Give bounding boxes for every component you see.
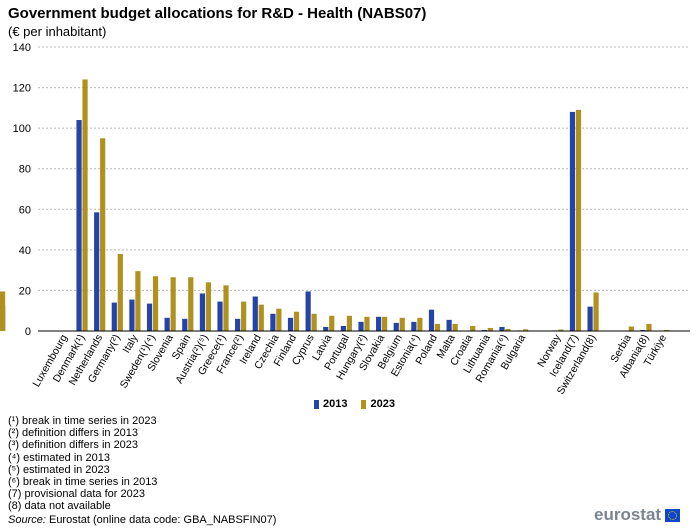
bar-2013 — [358, 321, 364, 331]
bar-2023 — [417, 317, 423, 331]
bar-2023 — [293, 311, 300, 331]
bar-2023 — [258, 304, 264, 331]
footnote: (7) provisional data for 2023 — [8, 488, 145, 501]
legend-item-2023: 2023 — [361, 398, 395, 410]
y-tick-label: 0 — [25, 326, 31, 338]
y-tick-label: 20 — [19, 285, 31, 297]
bar-2013 — [111, 302, 117, 331]
bar-2023 — [0, 291, 6, 331]
chart-title: Government budget allocations for R&D - … — [8, 5, 427, 22]
bar-2023 — [505, 328, 511, 331]
bar-2023 — [152, 276, 159, 331]
y-tick-label: 120 — [13, 83, 31, 95]
bar-2023 — [646, 323, 652, 331]
legend-label-2013: 2013 — [323, 398, 348, 410]
legend-swatch-2013 — [314, 399, 319, 409]
bar-2023 — [135, 271, 141, 331]
bar-2023 — [311, 313, 317, 331]
chart-legend: 2013 2023 — [314, 398, 395, 410]
bar-2013 — [340, 325, 346, 331]
bar-2023 — [188, 277, 194, 331]
y-tick-label: 60 — [19, 204, 31, 216]
bar-2013 — [428, 309, 435, 331]
bar-chart: 020406080100120140EU(²)(³)LuxembourgDenm… — [0, 42, 690, 397]
footnote: (¹) break in time series in 2023 — [8, 415, 157, 427]
source-text: Eurostat (online data code: GBA_NABSFIN0… — [45, 514, 277, 526]
bar-2013 — [323, 326, 329, 331]
bar-2013 — [76, 120, 82, 332]
bar-2023 — [82, 79, 88, 331]
eu-flag-icon — [665, 508, 681, 522]
source-label: Source: — [8, 514, 46, 526]
bar-2013 — [235, 318, 241, 331]
bar-2023 — [205, 282, 212, 331]
bar-2013 — [481, 329, 487, 331]
bar-2023 — [434, 323, 441, 331]
bar-2013 — [411, 321, 417, 331]
bar-2023 — [593, 292, 599, 331]
bar-2013 — [146, 303, 153, 331]
legend-item-2013: 2013 — [314, 398, 347, 410]
legend-swatch-2023 — [361, 399, 367, 409]
bar-2013 — [217, 301, 223, 331]
footnote: (⁵) estimated in 2023 — [8, 463, 110, 476]
bar-2013 — [270, 313, 276, 331]
footnote: (³) definition differs in 2023 — [8, 439, 139, 452]
bar-2013 — [305, 291, 311, 331]
bar-2023 — [223, 285, 229, 331]
bar-2013 — [393, 322, 399, 331]
bar-2013 — [587, 306, 593, 331]
bar-2013 — [164, 317, 170, 331]
y-tick-label: 100 — [13, 123, 31, 135]
bar-2023 — [487, 327, 493, 331]
bar-2023 — [452, 323, 458, 331]
bar-2023 — [117, 253, 123, 331]
legend-label-2023: 2023 — [370, 398, 395, 410]
footnote: (8) data not available — [8, 500, 111, 513]
bar-2013 — [287, 317, 294, 331]
footnote: (⁴) estimated in 2013 — [8, 451, 110, 464]
bar-2023 — [470, 325, 476, 331]
bar-2023 — [100, 138, 106, 331]
bar-2013 — [182, 318, 188, 331]
footnote: (²) definition differs in 2013 — [8, 427, 139, 440]
bar-2023 — [558, 329, 564, 331]
bar-2023 — [346, 315, 352, 331]
bar-2023 — [170, 277, 176, 331]
source-note: Source: Eurostat (online data code: GBA_… — [8, 514, 276, 526]
bar-2013 — [199, 293, 206, 331]
bar-2023 — [364, 316, 370, 331]
footnotes: (¹) break in time series in 2023 (²) def… — [8, 415, 157, 513]
eurostat-logo: eurostat — [594, 505, 681, 525]
bar-2013 — [129, 299, 135, 331]
y-tick-label: 140 — [13, 42, 31, 54]
bar-2023 — [663, 329, 670, 331]
logo-text: eurostat — [594, 505, 662, 524]
y-tick-label: 40 — [19, 245, 31, 257]
bar-2023 — [241, 301, 247, 331]
footnote: (⁶) break in time series in 2013 — [8, 476, 158, 489]
bar-2013 — [499, 326, 505, 331]
bar-2023 — [329, 315, 335, 331]
bar-2013 — [376, 316, 382, 331]
bar-2013 — [252, 296, 258, 331]
bar-2023 — [522, 329, 529, 331]
bar-2013 — [94, 212, 100, 331]
y-tick-label: 80 — [19, 164, 31, 176]
bar-2023 — [399, 317, 405, 331]
bar-2013 — [446, 319, 452, 331]
bar-2023 — [382, 316, 388, 331]
bar-2023 — [276, 308, 282, 331]
chart-subtitle: (€ per inhabitant) — [8, 24, 107, 39]
bar-2023 — [575, 109, 582, 331]
bar-2013 — [640, 329, 646, 331]
bar-2013 — [569, 111, 576, 332]
bar-2023 — [628, 326, 634, 331]
